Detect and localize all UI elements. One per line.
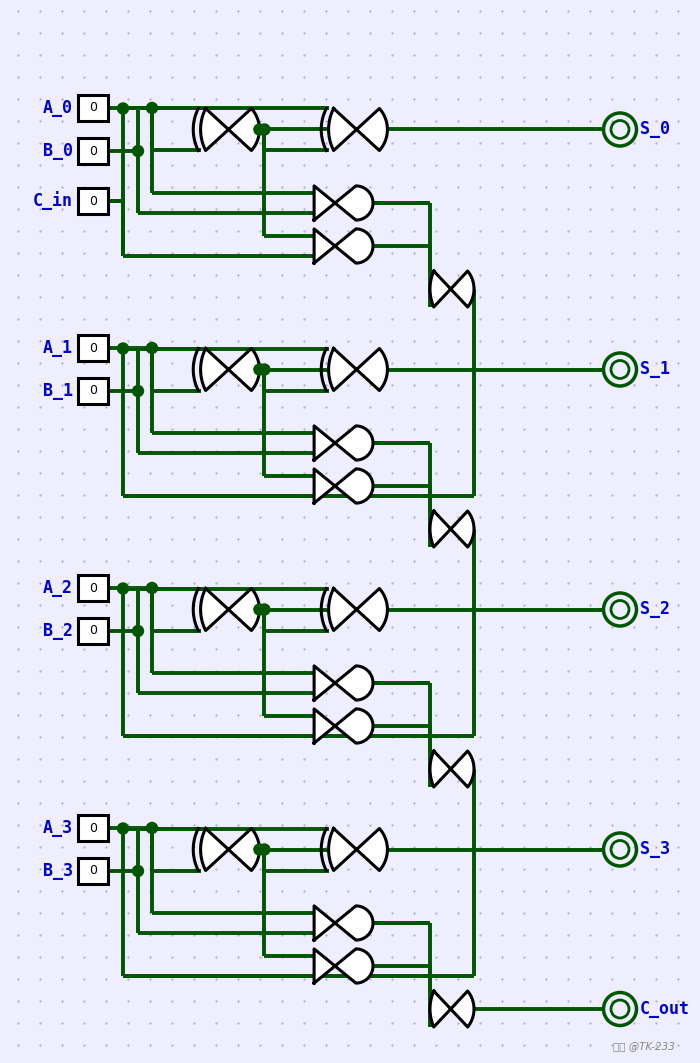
Text: A_1: A_1 (43, 339, 73, 357)
Polygon shape (314, 949, 373, 983)
Bar (78, 378, 108, 404)
Text: C_out: C_out (640, 1000, 690, 1018)
Polygon shape (201, 828, 260, 871)
Circle shape (146, 342, 158, 354)
Polygon shape (314, 665, 373, 701)
Text: B_3: B_3 (43, 862, 73, 880)
Circle shape (146, 102, 158, 114)
Bar (78, 815, 108, 841)
Bar (78, 575, 108, 601)
Circle shape (118, 823, 129, 834)
Circle shape (118, 583, 129, 594)
Polygon shape (201, 349, 260, 390)
Bar (78, 188, 108, 214)
Polygon shape (314, 426, 373, 460)
Bar (78, 95, 108, 121)
Polygon shape (328, 828, 387, 871)
Text: S_2: S_2 (640, 601, 670, 619)
Text: S_3: S_3 (640, 841, 670, 859)
Text: 0: 0 (89, 864, 97, 877)
Circle shape (254, 364, 265, 375)
Polygon shape (430, 991, 474, 1027)
Bar (78, 618, 108, 644)
Polygon shape (314, 709, 373, 743)
Text: 0: 0 (89, 101, 97, 115)
Text: A_0: A_0 (43, 99, 73, 117)
Circle shape (146, 823, 158, 833)
Text: 0: 0 (89, 195, 97, 207)
Circle shape (146, 583, 158, 593)
Text: 0: 0 (89, 385, 97, 398)
Text: B_0: B_0 (43, 142, 73, 161)
Circle shape (132, 625, 144, 637)
Polygon shape (314, 906, 373, 940)
Polygon shape (328, 589, 387, 630)
Circle shape (259, 604, 270, 615)
Bar (78, 335, 108, 361)
Text: C_in: C_in (33, 191, 73, 210)
Text: S_1: S_1 (640, 360, 670, 378)
Circle shape (118, 343, 129, 354)
Text: A_3: A_3 (43, 819, 73, 837)
Text: 0: 0 (89, 341, 97, 354)
Bar (78, 138, 108, 164)
Text: S_0: S_0 (640, 120, 670, 138)
Circle shape (259, 844, 270, 855)
Polygon shape (328, 108, 387, 151)
Circle shape (132, 146, 144, 156)
Polygon shape (328, 349, 387, 390)
Text: 0: 0 (89, 624, 97, 638)
Text: A_2: A_2 (43, 579, 73, 597)
Polygon shape (430, 511, 474, 547)
Text: 0: 0 (89, 145, 97, 157)
Circle shape (132, 865, 144, 877)
Text: B_1: B_1 (43, 382, 73, 400)
Circle shape (259, 364, 270, 375)
Polygon shape (314, 186, 373, 220)
Text: 0: 0 (89, 822, 97, 834)
Circle shape (254, 844, 265, 855)
Polygon shape (430, 271, 474, 307)
Circle shape (118, 103, 129, 114)
Circle shape (259, 124, 270, 135)
Circle shape (254, 604, 265, 615)
Polygon shape (314, 229, 373, 264)
Polygon shape (201, 108, 260, 151)
Polygon shape (430, 750, 474, 787)
Text: 知乎 @TK-233: 知乎 @TK-233 (613, 1041, 675, 1051)
Circle shape (132, 386, 144, 396)
Text: 0: 0 (89, 581, 97, 594)
Polygon shape (201, 589, 260, 630)
Polygon shape (314, 469, 373, 503)
Text: B_2: B_2 (43, 622, 73, 640)
Bar (78, 858, 108, 884)
Circle shape (254, 124, 265, 135)
